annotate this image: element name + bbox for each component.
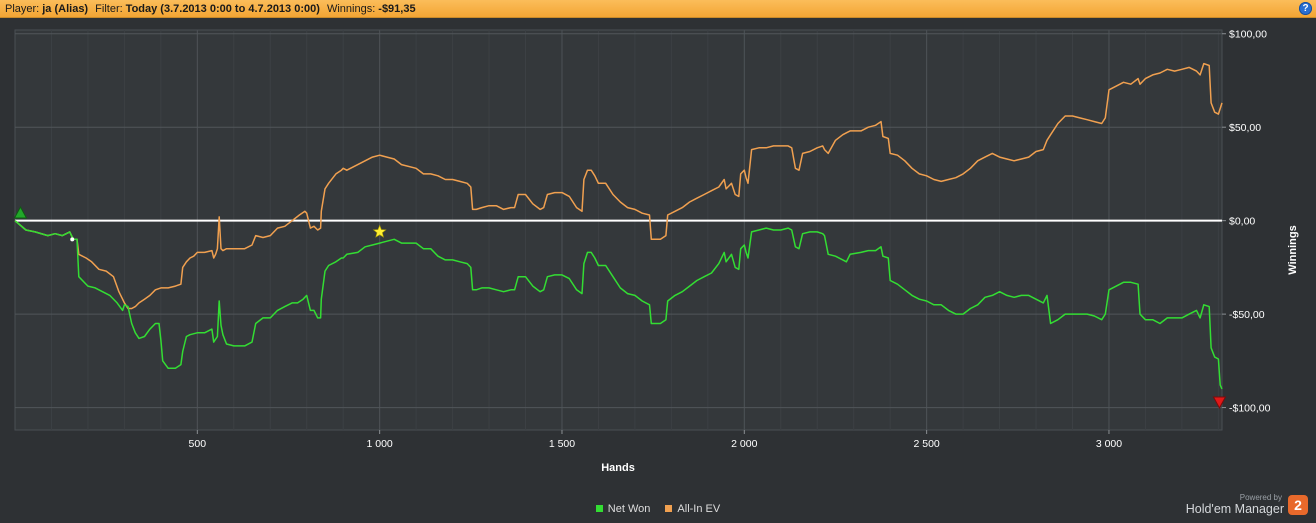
x-axis-ticks: 500 1 000 1 500 2 000 2 500 3 000 xyxy=(189,430,1122,450)
player-label: Player: xyxy=(5,3,40,15)
y-tick-label: -$50,00 xyxy=(1229,309,1265,321)
winnings-label: Winnings: xyxy=(326,3,376,15)
legend-item-all-in-ev[interactable]: All-In EV xyxy=(665,503,720,515)
series-lines xyxy=(14,62,1223,390)
y-tick-label: -$100,00 xyxy=(1229,403,1271,415)
y-axis-title: Winnings xyxy=(1287,225,1299,274)
product-name: Hold'em Manager xyxy=(1185,502,1284,516)
player-value: ja (Alias) xyxy=(42,3,89,15)
end-marker-icon xyxy=(1212,396,1227,410)
x-tick-label: 1 000 xyxy=(367,438,393,450)
help-icon[interactable]: ? xyxy=(1299,2,1312,15)
legend-label-all-in-ev: All-In EV xyxy=(677,503,721,515)
y-tick-label: $50,00 xyxy=(1229,122,1261,134)
y-tick-label: $0,00 xyxy=(1229,216,1255,228)
all-in-ev-swatch xyxy=(665,505,673,512)
legend-item-net-won[interactable]: Net Won xyxy=(595,503,651,515)
filter-value: Today (3.7.2013 0:00 to 4.7.2013 0:00) xyxy=(125,3,320,15)
product-badge-icon: 2 xyxy=(1288,495,1308,515)
y-tick-label: $100,00 xyxy=(1229,29,1267,41)
legend: Net Won All-In EV xyxy=(0,503,1316,515)
markers xyxy=(13,206,1227,410)
winnings-chart: $100,00 $50,00 $0,00 -$50,00 -$100,00 500 1 0… xyxy=(13,29,1299,474)
x-tick-label: 1 500 xyxy=(549,438,575,450)
branding-logo: Powered by Hold'em Manager 2 xyxy=(1168,493,1308,519)
y-axis-ticks: $100,00 $50,00 $0,00 -$50,00 -$100,00 xyxy=(1222,29,1271,415)
winnings-value: -$91,35 xyxy=(378,3,416,15)
all-in-ev-line xyxy=(14,62,1223,310)
peak-star-icon xyxy=(372,224,387,238)
net-won-line xyxy=(14,220,1223,390)
point-marker xyxy=(70,237,75,242)
net-won-swatch xyxy=(595,505,603,512)
x-axis-title: Hands xyxy=(601,462,635,474)
start-marker-icon xyxy=(13,206,28,219)
x-tick-label: 2 500 xyxy=(913,438,939,450)
x-tick-label: 2 000 xyxy=(731,438,757,450)
x-tick-label: 3 000 xyxy=(1096,438,1122,450)
powered-by-text: Powered by xyxy=(1239,493,1282,502)
grid xyxy=(15,30,1222,430)
plot-area xyxy=(14,29,1223,431)
x-tick-label: 500 xyxy=(189,438,207,450)
legend-label-net-won: Net Won xyxy=(607,503,651,515)
filter-bar: Player: ja (Alias) Filter: Today (3.7.2013… xyxy=(0,0,1316,18)
filter-label: Filter: xyxy=(95,3,123,15)
